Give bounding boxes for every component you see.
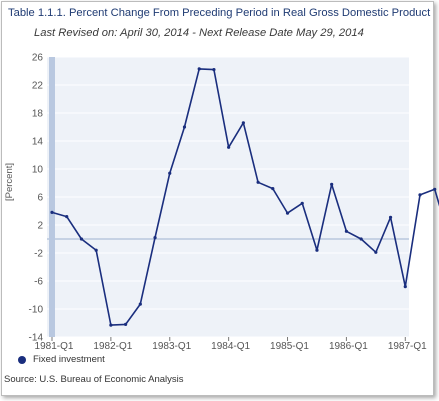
data-point — [94, 248, 98, 252]
data-point — [182, 125, 187, 129]
highlight-band — [49, 57, 55, 337]
data-point — [227, 145, 231, 149]
y-tick-label: -10 — [29, 305, 44, 316]
legend[interactable]: Fixed investment — [18, 354, 105, 365]
y-tick-label: -2 — [34, 249, 43, 260]
data-point — [300, 201, 304, 205]
data-point — [285, 211, 290, 215]
data-point — [241, 121, 245, 125]
source-note: Source: U.S. Bureau of Economic Analysis — [4, 374, 184, 385]
y-tick-label: -14 — [29, 333, 44, 344]
y-tick-label: -6 — [34, 277, 43, 288]
y-tick-label: 14 — [32, 137, 44, 148]
data-point — [271, 187, 275, 191]
x-tick-label: 1981-Q1 — [35, 341, 74, 352]
data-point — [168, 171, 172, 175]
x-tick-label: 1986-Q1 — [329, 341, 368, 352]
x-tick-label: 1984-Q1 — [211, 341, 250, 352]
legend-marker-icon — [18, 355, 26, 364]
data-point — [330, 182, 334, 186]
data-point — [315, 248, 319, 252]
data-point — [197, 67, 201, 71]
y-tick-label: 6 — [37, 193, 43, 204]
data-point — [418, 193, 422, 197]
y-tick-label: 10 — [32, 165, 44, 176]
y-tick-label: 26 — [32, 53, 44, 64]
legend-label: Fixed investment — [33, 354, 105, 365]
y-tick-label: 2 — [37, 221, 43, 232]
data-point — [79, 237, 84, 241]
y-axis-label: [Percent] — [4, 162, 15, 201]
x-tick-label: 1983-Q1 — [152, 341, 191, 352]
data-point — [374, 250, 378, 254]
chart-title: Table 1.1.1. Percent Change From Precedi… — [8, 7, 431, 19]
data-point — [138, 302, 142, 306]
data-point — [359, 237, 363, 241]
data-point — [212, 68, 216, 72]
x-tick-label: 1987-Q1 — [388, 341, 427, 352]
data-point — [124, 322, 128, 326]
series-line — [51, 68, 439, 326]
data-point — [50, 210, 54, 214]
x-tick-label: 1982-Q1 — [93, 341, 132, 352]
data-point — [109, 323, 113, 327]
data-point — [433, 187, 437, 191]
x-tick-label: 1985-Q1 — [270, 341, 309, 352]
data-point — [403, 285, 407, 289]
data-point — [153, 236, 157, 240]
data-point — [344, 229, 348, 233]
chart-subtitle: Last Revised on: April 30, 2014 - Next R… — [34, 27, 364, 39]
data-point — [388, 215, 393, 219]
y-tick-label: 18 — [32, 109, 44, 120]
data-point — [256, 180, 260, 184]
data-point — [65, 215, 69, 219]
y-tick-label: 22 — [32, 81, 44, 92]
